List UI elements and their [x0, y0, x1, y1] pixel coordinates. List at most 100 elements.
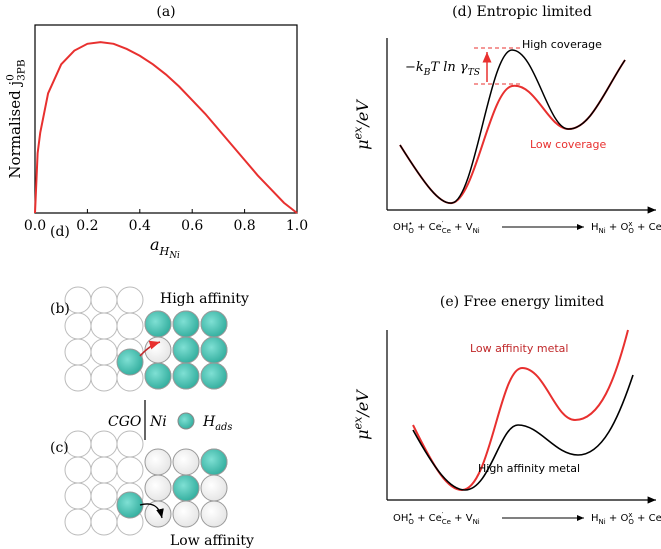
panel-c-caption: Low affinity: [170, 533, 254, 549]
ni-site: [144, 474, 172, 502]
text-part: Ce: [442, 227, 451, 235]
text-part: Ni: [599, 227, 606, 235]
cgo-site: [64, 508, 92, 536]
adsorbed-h: [172, 310, 200, 338]
adsorbed-h: [172, 474, 200, 502]
cgo-site: [90, 508, 118, 536]
text-part: O: [408, 227, 414, 235]
adsorbed-h: [200, 310, 228, 338]
panel-c-label: (c): [50, 440, 69, 456]
hop-arrow: [139, 503, 164, 519]
x-tick-label: 0.6: [181, 218, 203, 234]
low-label: Low affinity metal: [470, 342, 568, 355]
text-part: ex: [351, 126, 364, 140]
legend-cgo: CGO: [108, 414, 142, 430]
text-part: /eV: [353, 389, 372, 419]
panel-a-title: (a): [156, 4, 175, 20]
ni-site: [172, 500, 200, 528]
text-part: O: [628, 227, 634, 235]
plot-frame: [34, 24, 298, 214]
text-part: μ: [353, 429, 372, 439]
annotation: (d): [50, 224, 70, 240]
text-part: + O: [606, 513, 629, 524]
text-part: j: [6, 81, 24, 88]
text-part: •: [408, 511, 412, 519]
text-part: ′: [442, 220, 444, 228]
high-label: High coverage: [522, 38, 602, 51]
ni-site: [200, 474, 228, 502]
ni-site: [172, 448, 200, 476]
panel-d-title: (d) Entropic limited: [452, 4, 592, 20]
text-part: Ni: [473, 518, 480, 526]
text-part: Ni: [473, 227, 480, 235]
text-part: + O: [606, 222, 629, 233]
adsorbed-h: [200, 362, 228, 390]
text-part: Ni: [599, 518, 606, 526]
text-part: + V: [451, 513, 473, 524]
text-part: OH: [393, 513, 408, 524]
cgo-site: [90, 312, 118, 340]
ni-site: [144, 336, 172, 364]
text-part: + Ce: [414, 222, 442, 233]
text-part: O: [408, 518, 414, 526]
text-part: + Ce: [414, 513, 442, 524]
y-axis-label: μex/eV: [351, 99, 372, 150]
cgo-site: [116, 312, 144, 340]
cgo-site: [64, 456, 92, 484]
text-part: 0: [5, 74, 17, 81]
text-part: −k: [405, 60, 424, 75]
text-part: 3PB: [16, 59, 28, 81]
legend-hads: Hads: [202, 414, 232, 433]
hop-arrow: [139, 340, 161, 357]
adsorbed-h: [172, 336, 200, 364]
cgo-site: [116, 286, 144, 314]
curve: [34, 41, 298, 214]
adsorbed-h: [144, 362, 172, 390]
text-part: OH: [393, 222, 408, 233]
cgo-site: [116, 430, 144, 458]
text-part: μ: [353, 139, 372, 149]
gap-label: −kBT ln γTS: [405, 60, 480, 78]
adsorbed-h: [172, 362, 200, 390]
cgo-site: [90, 364, 118, 392]
text-part: + Ce: [634, 513, 661, 524]
high-affinity-curve: [412, 374, 634, 491]
text-part: B: [423, 68, 431, 78]
text-part: H: [202, 414, 216, 430]
products: HNi + OxO + CexCe: [591, 511, 661, 526]
panel-e-title: (e) Free energy limited: [440, 294, 604, 310]
panel-b-caption: High affinity: [160, 291, 249, 307]
y-axis-label: μex/eV: [351, 389, 372, 440]
reactants: OH• O + Ce′ Ce + VNi: [393, 220, 480, 235]
panel-b-label: (b): [50, 301, 70, 317]
low-curve: [399, 59, 626, 205]
ni-site: [144, 448, 172, 476]
text-part: ′: [442, 511, 444, 519]
text-part: T ln γ: [430, 60, 467, 75]
cgo-site: [64, 338, 92, 366]
adsorbed-h: [144, 310, 172, 338]
adsorbed-h: [116, 348, 144, 376]
text-part: Ce: [442, 518, 451, 526]
cgo-site: [90, 456, 118, 484]
x-tick-label: 0.2: [76, 218, 98, 234]
x-axis-label: aHNi: [150, 235, 180, 261]
text-part: TS: [468, 68, 480, 78]
legend-ni: Ni: [149, 414, 167, 430]
cgo-site: [90, 286, 118, 314]
adsorbed-h: [200, 336, 228, 364]
text-part: a: [150, 235, 160, 254]
text-part: + V: [451, 222, 473, 233]
low-label: Low coverage: [530, 138, 606, 151]
ni-site: [144, 500, 172, 528]
adsorbed-h: [116, 491, 144, 519]
x-tick-label: 0.0: [24, 218, 46, 234]
text-part: O: [628, 518, 634, 526]
text-part: H: [591, 222, 599, 233]
x-tick-label: 0.8: [233, 218, 255, 234]
x-tick-label: 1.0: [286, 218, 308, 234]
text-part: ads: [215, 422, 232, 433]
high-label: High affinity metal: [478, 462, 580, 475]
text-part: x: [628, 220, 632, 228]
ni-site: [200, 500, 228, 528]
